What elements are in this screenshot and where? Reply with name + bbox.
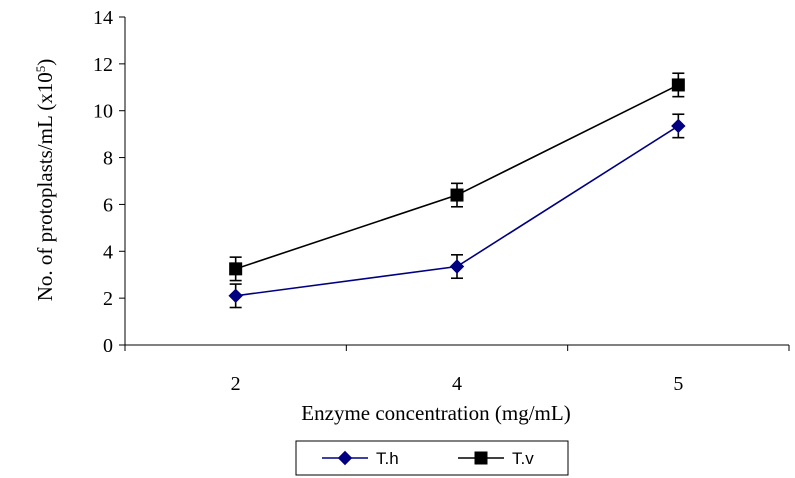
- y-axis-title: No. of protoplasts/mL (x105): [33, 59, 58, 302]
- data-point: [671, 118, 686, 134]
- y-tick-label: 10: [93, 101, 113, 123]
- y-tick-label: 12: [93, 54, 113, 76]
- x-tick-label: 4: [452, 373, 462, 395]
- series-t-h: [228, 113, 686, 309]
- legend: T.h T.v: [295, 440, 569, 476]
- y-tick-label: 8: [103, 148, 113, 170]
- y-axis-title-exponent: 5: [33, 66, 48, 73]
- series-t-v: [229, 72, 685, 282]
- data-point: [450, 188, 464, 202]
- y-tick-label: 2: [103, 288, 113, 310]
- data-point: [228, 288, 243, 304]
- data-point: [449, 259, 465, 274]
- y-axis-title-main: No. of protoplasts/mL (x10: [33, 72, 57, 301]
- legend-item-t-v: T.v: [458, 449, 534, 468]
- y-axis-ticks: 0 2 4 6 8 10 12 14: [93, 7, 125, 357]
- legend-marker: [474, 451, 488, 465]
- y-tick-label: 0: [103, 335, 113, 357]
- legend-item-t-h: T.h: [322, 449, 399, 468]
- legend-label: T.v: [512, 449, 534, 468]
- x-tick-label: 5: [673, 373, 683, 395]
- y-tick-label: 6: [103, 194, 113, 216]
- legend-label: T.h: [376, 449, 399, 468]
- y-tick-label: 4: [103, 241, 113, 263]
- x-tick-label: 2: [231, 373, 241, 395]
- series-line: [235, 84, 679, 270]
- x-axis-ticks: 2 4 5: [124, 345, 790, 395]
- data-point: [229, 262, 243, 276]
- y-axis-title-close: ): [33, 59, 57, 66]
- data-point: [671, 78, 685, 92]
- y-tick-label: 14: [93, 7, 113, 29]
- series-layer: [228, 72, 686, 309]
- legend-marker: [337, 450, 353, 466]
- x-axis-title: Enzyme concentration (mg/mL): [301, 401, 570, 425]
- axes: [124, 17, 789, 346]
